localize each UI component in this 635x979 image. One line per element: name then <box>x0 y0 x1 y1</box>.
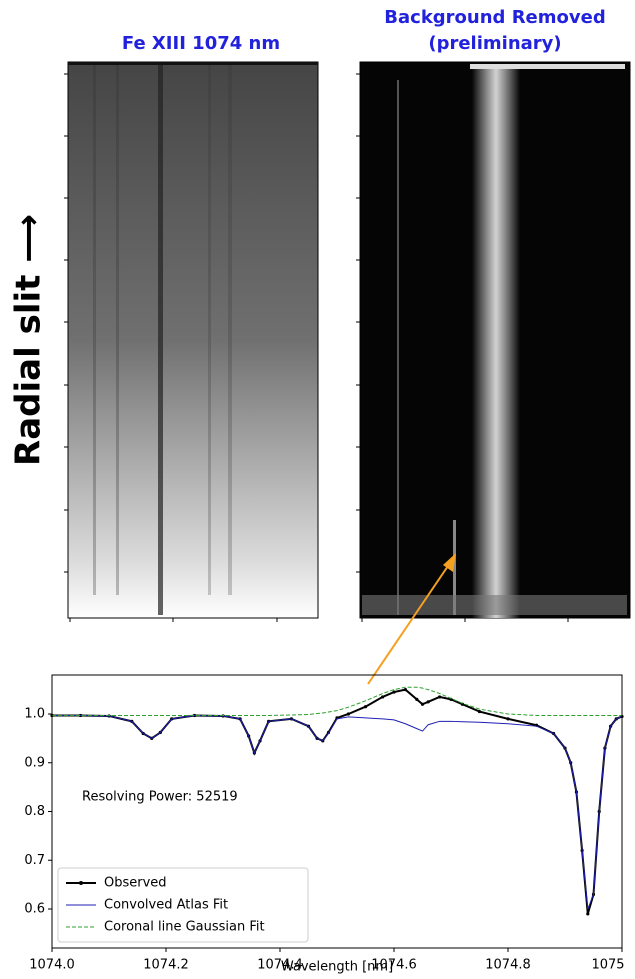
x-tick-label: 1074.6 <box>371 958 417 973</box>
panel-title: Fe XIII 1074 nm <box>122 33 280 54</box>
series-line <box>52 714 623 910</box>
data-point <box>363 705 368 709</box>
data-point <box>586 912 590 916</box>
data-point <box>415 697 419 701</box>
legend-box <box>57 867 309 943</box>
data-point <box>438 695 442 699</box>
series-line <box>52 686 622 716</box>
right-image <box>359 61 631 619</box>
x-tick-label: 1074.2 <box>143 958 189 973</box>
x-tick-label: 1074.8 <box>485 958 531 973</box>
x-tick-label: 1074.4 <box>257 958 303 973</box>
y-tick-label: 0.6 <box>24 902 45 917</box>
data-point <box>346 712 350 716</box>
x-axis-label: Wavelength [nm] <box>281 960 393 975</box>
legend-label: Coronal line Gaussian Fit <box>104 920 265 935</box>
legend-label: Observed <box>104 876 167 891</box>
arrow <box>367 553 456 685</box>
chart: 1074.0 1074.2 1074.4 1074.6 1074.8 1075 0.6 0.7… <box>24 674 625 975</box>
y-tick-label: 0.7 <box>24 853 45 868</box>
data-point <box>477 709 482 714</box>
image-ticks <box>64 73 569 622</box>
data-point <box>420 702 425 706</box>
data-point <box>426 700 430 704</box>
x-tick-label: 1074.0 <box>29 958 75 973</box>
plot-frame <box>51 674 623 949</box>
data-point <box>392 690 396 694</box>
x-tick-label: 1075 <box>591 958 624 973</box>
annotation: Resolving Power: 52519 <box>82 790 238 805</box>
legend-marker <box>79 881 83 885</box>
legend-label: Convolved Atlas Fit <box>104 898 228 913</box>
panel-subtitle: (preliminary) <box>428 33 561 54</box>
slit-label: Radial slit ⟶ <box>9 214 49 466</box>
data-point <box>506 717 510 721</box>
panel-title: Background Removed <box>384 7 605 28</box>
y-tick-label: 0.8 <box>24 804 45 819</box>
data-point <box>403 688 407 692</box>
data-point <box>381 695 385 699</box>
y-tick-label: 0.9 <box>24 755 45 770</box>
y-tick-label: 1.0 <box>24 707 45 722</box>
left-image <box>67 61 319 619</box>
